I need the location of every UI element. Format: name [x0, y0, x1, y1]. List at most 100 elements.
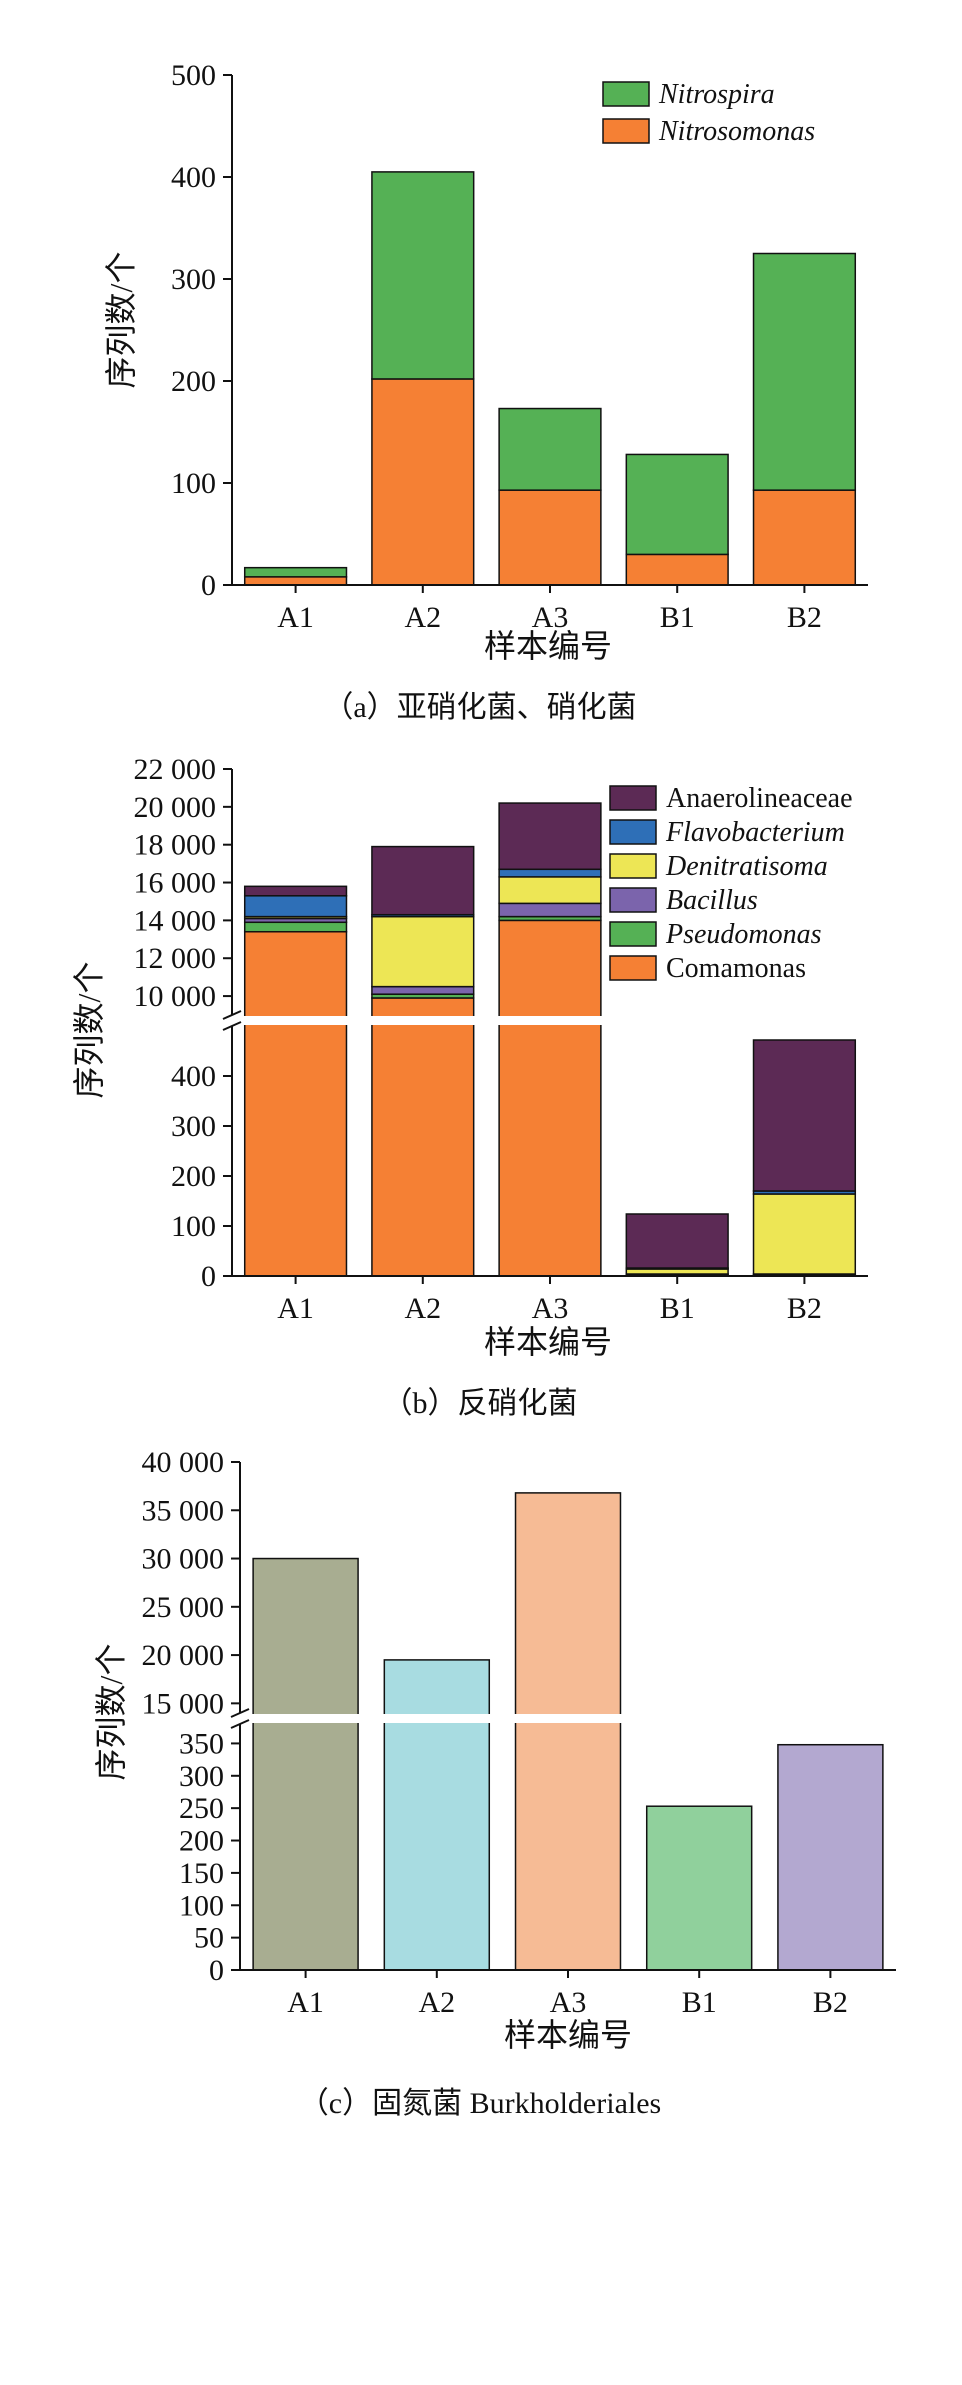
bar-b1-nitrosomonas	[625, 553, 729, 586]
bar-a1	[252, 1557, 359, 1971]
x-tick-label-a3: A3	[532, 1292, 569, 1325]
y-tick-label: 400	[171, 161, 216, 194]
legend-swatch-pseudomonas	[609, 921, 657, 947]
x-tick-label-b2: B2	[787, 1292, 822, 1325]
bar-a2-bacillus	[371, 985, 475, 995]
legend-swatch-denitratisoma	[609, 853, 657, 879]
chart-c-ylabel: 序列数/个	[93, 1644, 129, 1781]
y-tick-label: 500	[171, 59, 216, 92]
axis-break-mark-lower	[230, 1719, 250, 1729]
legend-label-pseudomonas: Pseudomonas	[665, 919, 822, 950]
bar-a1-nitrospira	[243, 566, 348, 578]
chart-a-caption: （a）亚硝化菌、硝化菌	[323, 691, 636, 724]
chart-b-axes	[222, 768, 868, 1284]
y-tick-label: 100	[171, 1210, 216, 1243]
legend-label-anaerolineaceae: Anaerolineaceae	[666, 783, 853, 814]
x-tick-label-b2: B2	[787, 601, 822, 634]
bar-a2-nitrosomonas	[371, 378, 475, 586]
x-tick-label-a2: A2	[418, 1986, 455, 2019]
y-tick-label: 300	[179, 1760, 224, 1793]
chart-a-ylabel: 序列数/个	[103, 252, 139, 389]
y-tick-label: 100	[171, 467, 216, 500]
x-tick-label-b1: B1	[660, 1292, 695, 1325]
x-tick-label-a2: A2	[404, 601, 441, 634]
bar-a1-flavobacterium	[243, 895, 348, 918]
bar-b2-anaerolineaceae	[752, 1039, 857, 1192]
x-tick-label-a1: A1	[277, 1292, 314, 1325]
chart-a-tick-labels: A1 A2 A3 B1 B2 0 100 200 300 400 500	[171, 59, 822, 634]
legend-swatch-nitrospira	[602, 81, 650, 107]
bar-a2-anaerolineaceae	[371, 845, 475, 916]
legend-swatch-flavobacterium	[609, 819, 657, 845]
y-tick-label: 250	[179, 1792, 224, 1825]
y-tick-label: 0	[201, 569, 216, 602]
y-tick-label: 200	[179, 1825, 224, 1858]
y-tick-label: 150	[179, 1857, 224, 1890]
x-tick-label-b1: B1	[660, 601, 695, 634]
axis-break-gap	[242, 1714, 898, 1723]
y-tick-label: 100	[179, 1889, 224, 1922]
chart-a-xlabel: 样本编号	[484, 628, 612, 664]
bar-a3	[514, 1492, 622, 1971]
bar-a3-nitrosomonas	[498, 489, 602, 586]
y-tick-label: 25 000	[142, 1591, 225, 1624]
legend-swatch-comamonas	[609, 955, 657, 981]
x-tick-label-a1: A1	[277, 601, 314, 634]
bar-a2-denitratisoma	[371, 915, 475, 988]
bar-a3-flavobacterium	[498, 868, 602, 878]
x-tick-label-a2: A2	[404, 1292, 441, 1325]
chart-c-caption: （c）固氮菌 Burkholderiales	[299, 2087, 661, 2120]
axis-break-mark-upper	[230, 1708, 250, 1718]
y-tick-label: 400	[171, 1060, 216, 1093]
bar-a3-denitratisoma	[498, 876, 602, 905]
chart-b-bars	[234, 802, 870, 1277]
chart-b-ylabel: 序列数/个	[71, 962, 107, 1099]
bar-a1-anaerolineaceae	[243, 885, 348, 897]
bar-a3-bacillus	[498, 902, 602, 918]
y-tick-label: 40 000	[142, 1446, 225, 1479]
chart-c-xlabel: 样本编号	[504, 2017, 632, 2053]
y-tick-label: 35 000	[142, 1494, 225, 1527]
bar-b2	[777, 1743, 884, 1971]
bar-b1-anaerolineaceae	[625, 1213, 729, 1269]
x-tick-label-a3: A3	[550, 1986, 587, 2019]
legend-swatch-anaerolineaceae	[609, 785, 657, 811]
bar-b2-nitrospira	[752, 252, 857, 491]
bar-a2-nitrospira	[371, 171, 475, 380]
y-tick-label: 0	[209, 1954, 224, 1987]
legend-label-nitrosomonas: Nitrosomonas	[658, 116, 815, 147]
x-tick-label-b1: B1	[682, 1986, 717, 2019]
y-tick-label: 15 000	[142, 1687, 225, 1720]
legend-swatch-nitrosomonas	[602, 118, 650, 144]
x-tick-label-a3: A3	[532, 601, 569, 634]
x-tick-label-b2: B2	[813, 1986, 848, 2019]
legend-label-nitrospira: Nitrospira	[658, 79, 775, 110]
bar-b1	[645, 1805, 753, 1971]
chart-a-bars	[243, 171, 857, 586]
bar-a1-nitrosomonas	[243, 576, 348, 586]
y-tick-label: 0	[201, 1260, 216, 1293]
axis-break-mark-upper	[222, 1010, 242, 1020]
x-tick-label-a1: A1	[287, 1986, 324, 2019]
bar-a3-comamonas	[498, 919, 602, 1277]
chart-b-legend: AnaerolineaceaeFlavobacteriumDenitratiso…	[609, 783, 853, 984]
chart-c-bars	[242, 1492, 898, 1971]
bar-a3-anaerolineaceae	[498, 802, 602, 871]
y-tick-label: 12 000	[134, 942, 217, 975]
legend-label-flavobacterium: Flavobacterium	[665, 817, 845, 848]
y-tick-label: 300	[171, 263, 216, 296]
axis-break-gap	[234, 1016, 870, 1025]
chart-c-axes	[230, 1461, 896, 1978]
bar-a2	[383, 1659, 491, 1971]
legend-label-bacillus: Bacillus	[666, 885, 758, 916]
chart-a-axes	[223, 74, 868, 593]
chart-a-legend: Nitrospira Nitrosomonas	[602, 79, 815, 147]
y-tick-label: 350	[179, 1727, 224, 1760]
y-tick-label: 18 000	[134, 829, 217, 862]
bar-a1-comamonas	[243, 930, 348, 1277]
legend-label-denitratisoma: Denitratisoma	[665, 851, 828, 882]
